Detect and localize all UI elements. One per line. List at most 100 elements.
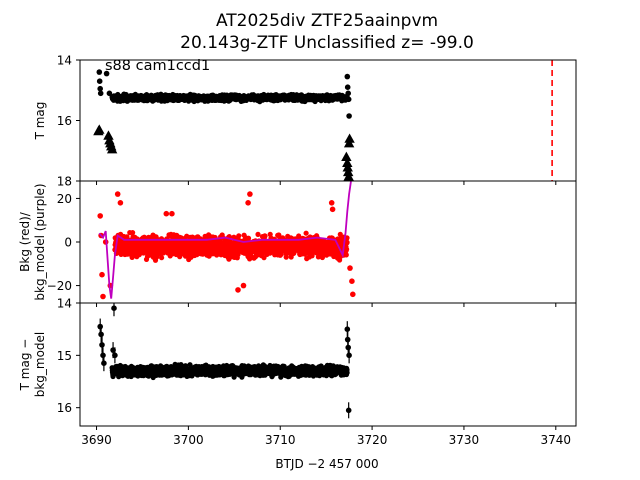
y-axis-label: T mag (33, 102, 47, 141)
data-point (319, 254, 325, 261)
data-point (344, 73, 351, 80)
data-point (346, 113, 352, 119)
data-point (97, 90, 104, 97)
data-point (97, 213, 103, 219)
data-point (97, 323, 103, 330)
panel-annotation: s88 cam1ccd1 (105, 58, 210, 74)
data-point (247, 191, 253, 197)
data-point (236, 233, 242, 239)
y-axis-label-line1: T mag − (18, 339, 32, 392)
data-point (328, 200, 335, 206)
series-1 (96, 69, 352, 119)
data-point (347, 265, 353, 271)
y-tick-label: 0 (64, 236, 72, 250)
data-point (337, 231, 343, 237)
data-point (255, 231, 261, 237)
data-point (262, 233, 268, 239)
plot-area (97, 303, 352, 419)
data-point (245, 200, 251, 206)
data-point (100, 293, 106, 300)
bkg-model-line (98, 181, 352, 299)
panel-frame (79, 302, 577, 427)
data-point (100, 352, 106, 359)
data-point (344, 370, 350, 376)
data-point (117, 200, 124, 206)
data-point (96, 69, 103, 75)
y-tick-label: 15 (57, 349, 72, 363)
data-point (111, 305, 117, 312)
x-axis-label: BTJD −2 457 000 (275, 457, 378, 471)
panel-top-magnitude: 14 16 18 T mag (33, 54, 577, 189)
y-axis-label-line2: bkg_model (purple) (33, 183, 47, 300)
series-2 (98, 181, 352, 299)
x-tick-label: 3720 (357, 433, 388, 447)
data-point (111, 96, 117, 103)
y-tick-label: 14 (57, 54, 72, 68)
data-point (345, 96, 352, 103)
data-point (346, 352, 352, 359)
upper-limit-triangle (344, 133, 355, 143)
x-tick-label: 3710 (265, 433, 296, 447)
upper-limit-triangle (103, 130, 114, 140)
data-point (343, 252, 349, 258)
y-tick-label: −20 (47, 279, 72, 293)
x-tick-label: 3690 (81, 433, 112, 447)
data-point (245, 235, 252, 241)
y-axis-label-line1: Bkg (red)/ (18, 211, 32, 272)
data-point (114, 191, 121, 197)
data-point (345, 90, 352, 97)
y-tick-label: 20 (57, 192, 72, 206)
upper-limit-triangle (94, 124, 105, 134)
data-point (101, 360, 107, 367)
y-tick-label: 16 (57, 114, 72, 128)
y-tick-label: 18 (57, 175, 72, 189)
upper-limit-triangle (343, 171, 354, 181)
upper-limit-triangle (343, 166, 354, 177)
data-point (350, 291, 356, 298)
data-point (349, 278, 355, 285)
data-point (97, 85, 103, 92)
data-point (344, 246, 350, 252)
panel-middle-background: −20 0 20 Bkg (red)/bkg_model (purple) (18, 180, 577, 307)
x-tick-label: 3740 (541, 433, 572, 447)
data-point (345, 407, 352, 414)
data-point (303, 230, 309, 236)
upper-limit-triangle (106, 144, 118, 154)
data-point (103, 70, 110, 77)
data-point (344, 239, 350, 245)
data-point (169, 210, 175, 217)
y-tick-label: 16 (57, 401, 72, 415)
data-point (163, 210, 170, 217)
panel-bottom-difference: 14 15 16 3690 3700 3710 3720 3730 3740 T mag − bkg… (18, 297, 577, 447)
plot-area (97, 181, 356, 300)
data-point (130, 230, 136, 236)
data-point (344, 326, 351, 333)
data-point (240, 282, 247, 289)
data-point (178, 362, 184, 368)
upper-limit-triangle (342, 162, 353, 172)
x-tick-label: 3700 (173, 433, 204, 447)
x-tick-label: 3730 (449, 433, 480, 447)
figure-title-line1: AT2025div ZTF25aainpvm (216, 11, 438, 31)
data-point (344, 84, 351, 90)
y-tick-label: 14 (57, 297, 72, 311)
upper-limit-triangle (341, 151, 352, 161)
data-point (98, 331, 104, 338)
series-1 (97, 303, 352, 419)
series-2 (93, 124, 355, 181)
figure-title-line2: 20.143g-ZTF Unclassified z= -99.0 (180, 33, 474, 53)
y-axis-label-line2: bkg_model (33, 332, 47, 398)
data-point (99, 342, 105, 348)
data-point (96, 78, 103, 84)
data-point (99, 271, 105, 278)
plot-area (93, 60, 553, 181)
data-point (106, 90, 113, 97)
series-0 (109, 91, 350, 105)
data-point (112, 352, 118, 359)
data-point (345, 344, 352, 351)
data-point (159, 255, 165, 261)
series-0 (109, 361, 350, 381)
data-point (329, 206, 336, 213)
data-point (235, 287, 241, 293)
